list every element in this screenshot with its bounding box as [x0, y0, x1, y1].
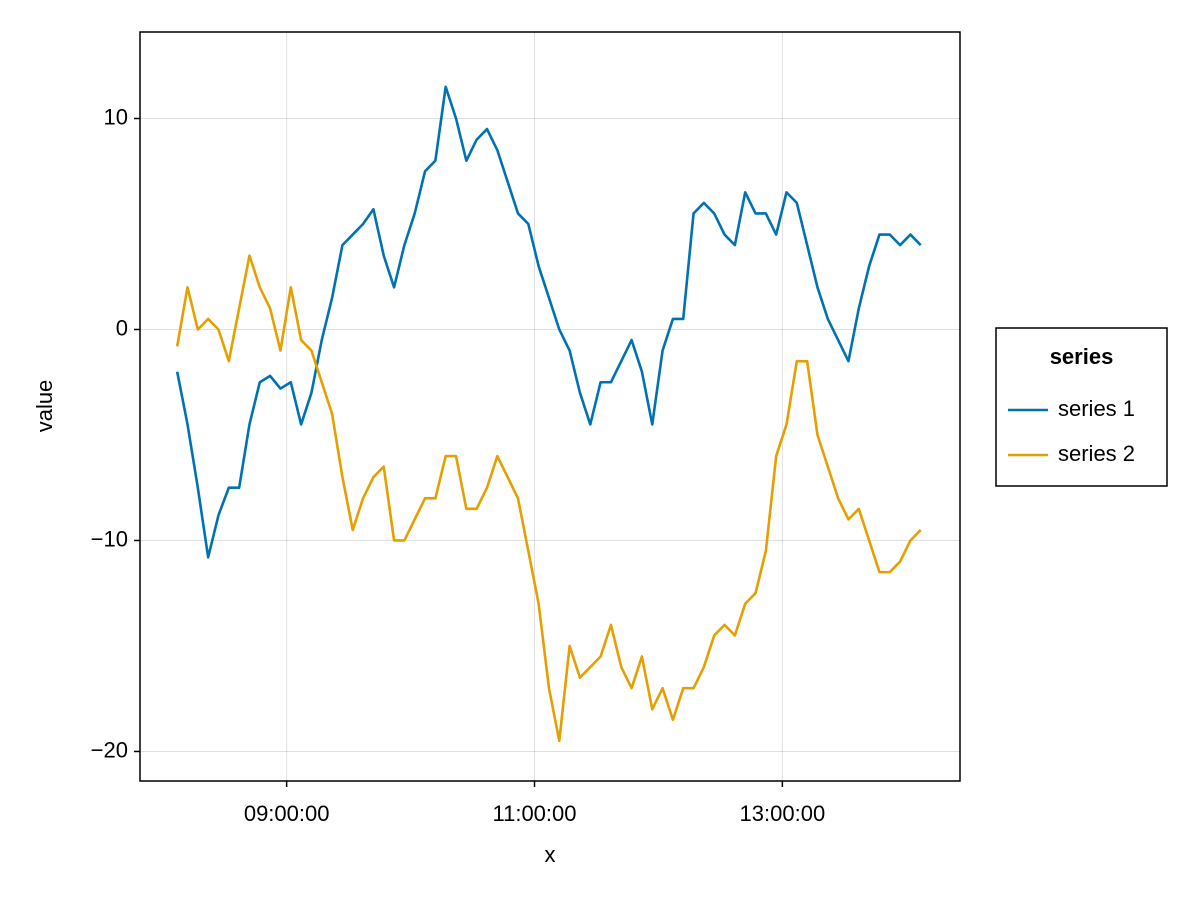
- line-series: [175, 85, 922, 559]
- legend-label: series 2: [1058, 441, 1135, 466]
- x-tick-label: 09:00:00: [244, 801, 330, 826]
- line-series: [175, 254, 922, 743]
- legend-box: [995, 327, 1168, 487]
- legend-label: series 1: [1058, 396, 1135, 421]
- y-tick-label: −10: [91, 526, 128, 551]
- x-tick-label: 13:00:00: [740, 801, 826, 826]
- x-axis-label: x: [545, 842, 556, 867]
- y-tick-label: −20: [91, 737, 128, 762]
- y-tick-label: 0: [116, 315, 128, 340]
- x-tick-label: 11:00:00: [493, 801, 577, 826]
- y-tick-label: 10: [104, 104, 128, 129]
- y-axis-label: value: [32, 380, 57, 433]
- legend-title: series: [1050, 344, 1114, 369]
- plot-frame: [139, 31, 961, 782]
